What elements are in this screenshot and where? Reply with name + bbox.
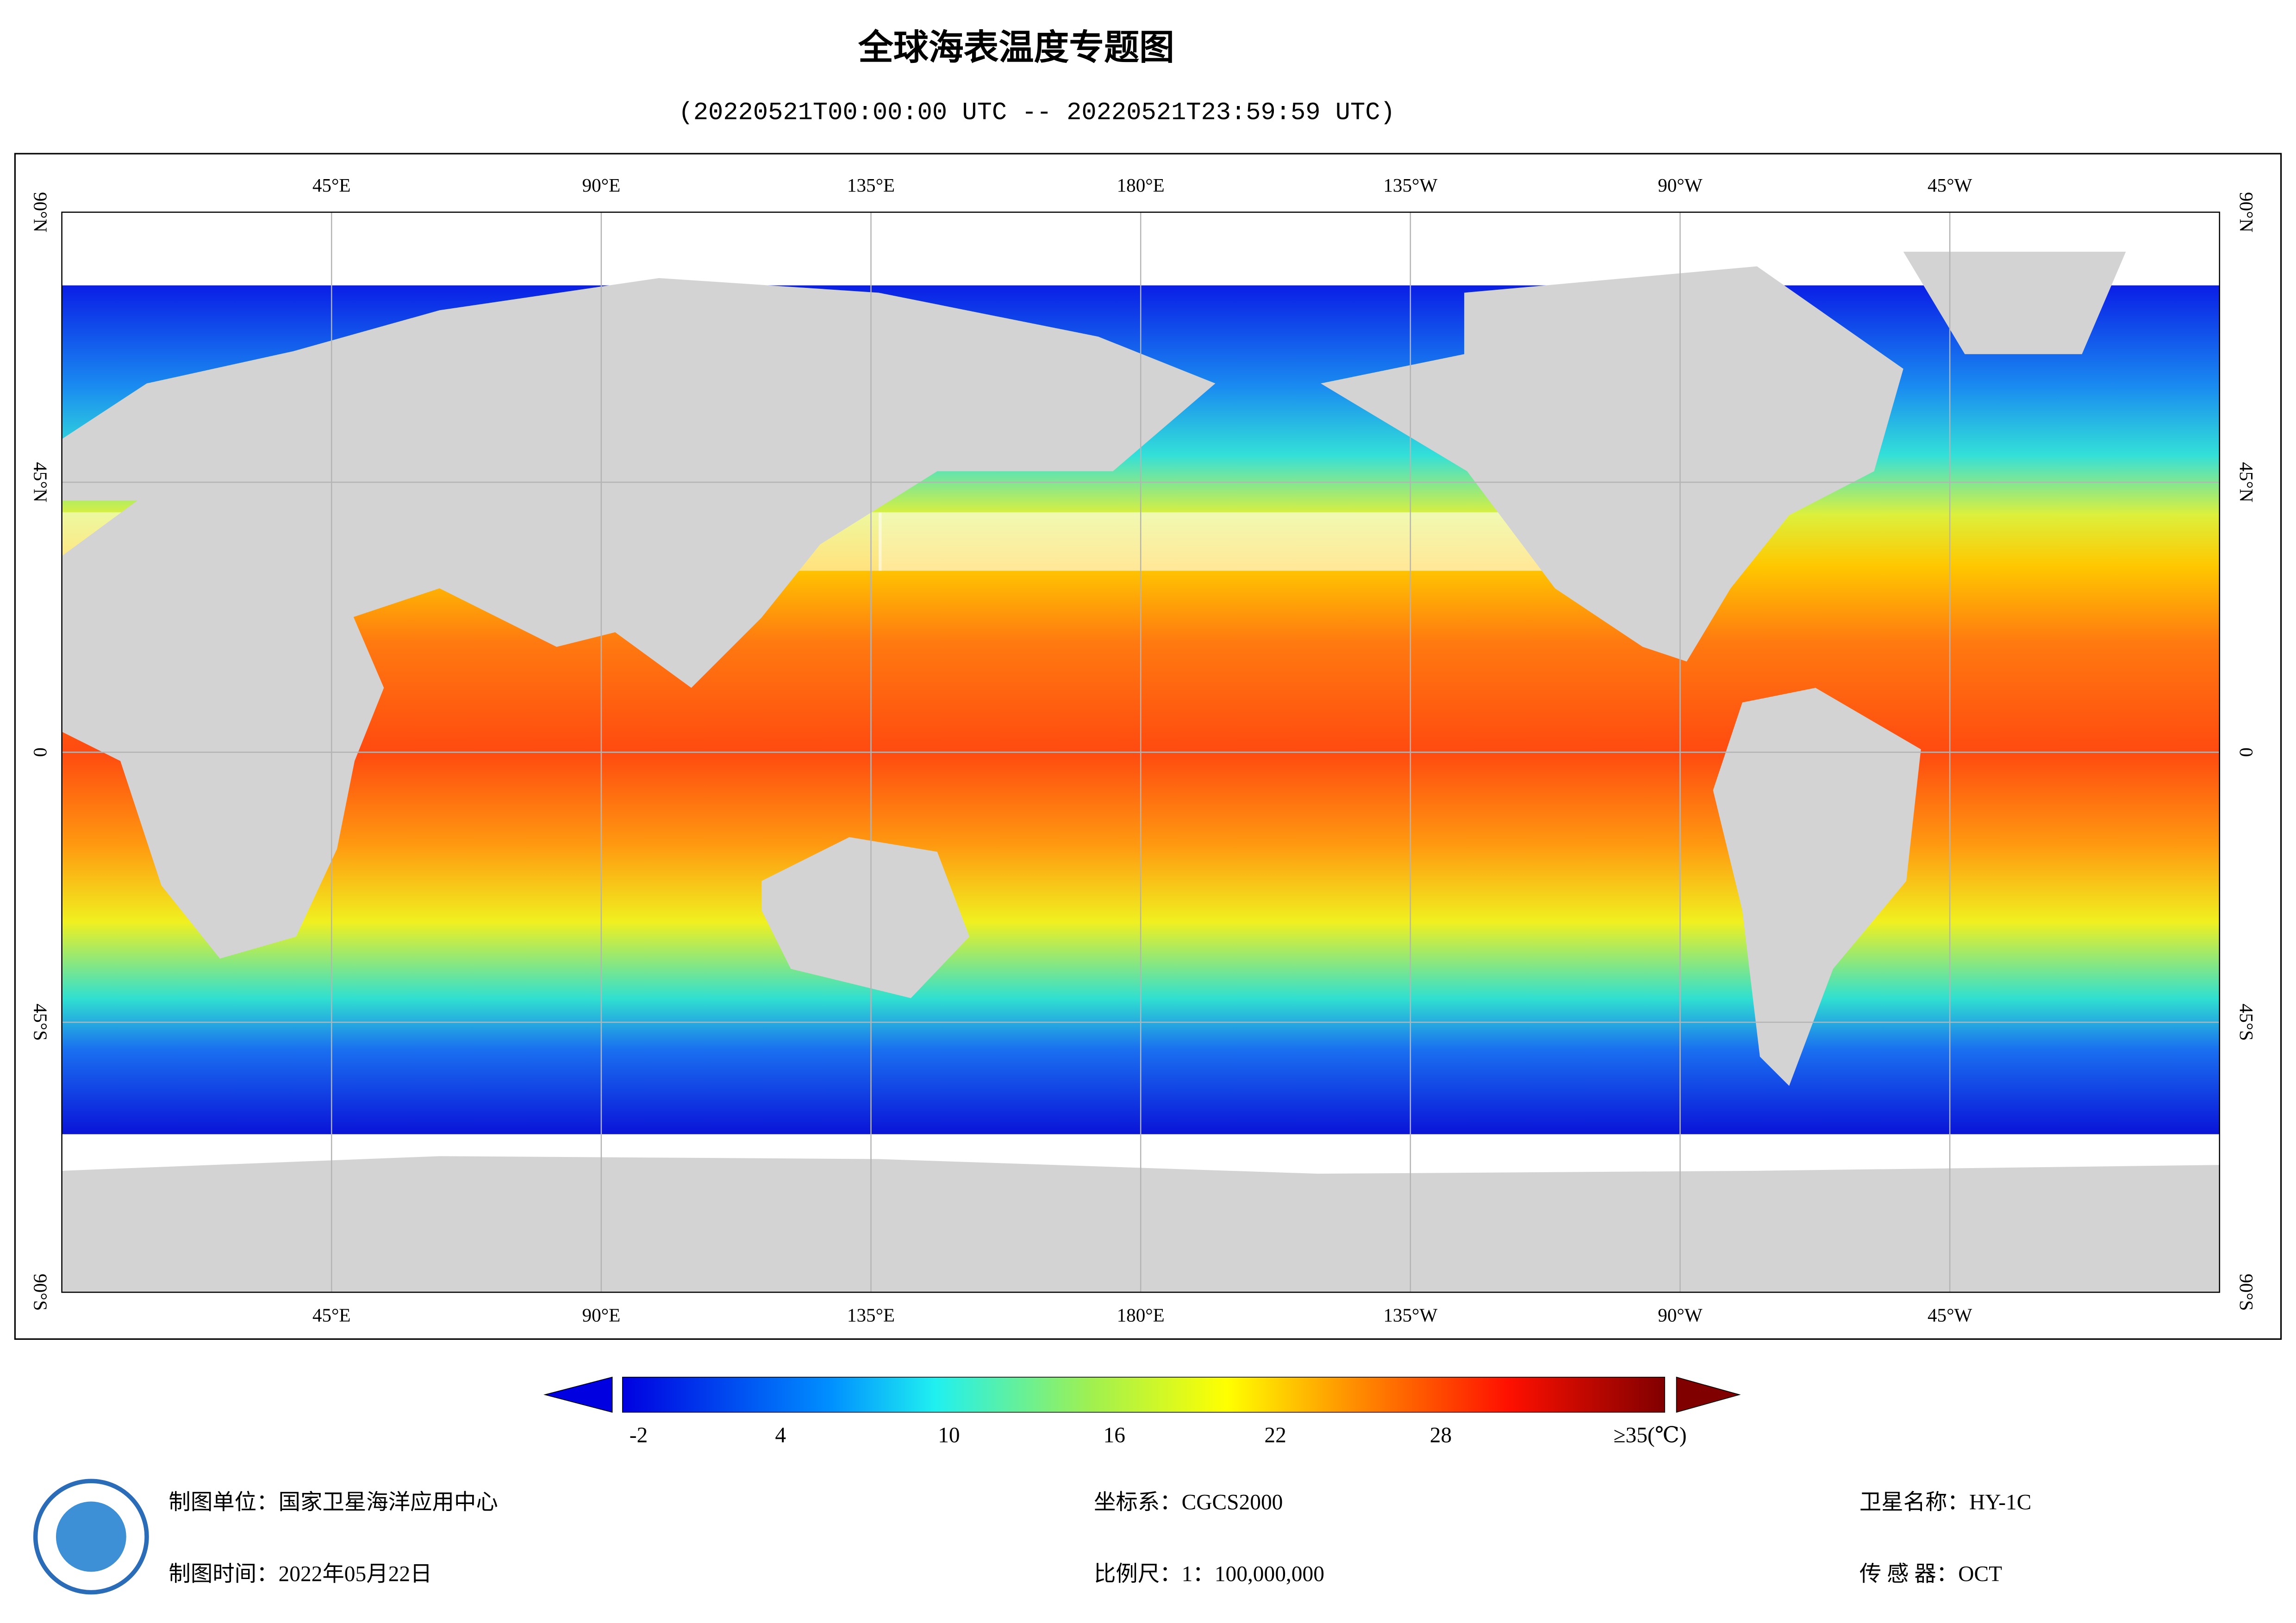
land: [1321, 266, 1903, 662]
lat-label-right: 45°N: [2236, 462, 2257, 502]
lon-label-top: 45°W: [1928, 174, 1972, 196]
lon-label-bottom: 45°W: [1928, 1305, 1972, 1326]
lon-label-bottom: 135°E: [847, 1305, 895, 1326]
lon-label-top: 135°W: [1383, 174, 1437, 196]
lon-label-bottom: 90°W: [1658, 1305, 1703, 1326]
colorbar-label: 16: [1104, 1423, 1125, 1447]
lon-label-top: 45°E: [312, 174, 351, 196]
colorbar-label: 4: [775, 1423, 786, 1447]
lat-label-left: 45°N: [30, 462, 51, 502]
lon-label-top: 90°W: [1658, 174, 1703, 196]
lon-label-bottom: 45°E: [312, 1305, 351, 1326]
colorbar-max-arrow: [1676, 1376, 1741, 1413]
lon-label-top: 90°E: [582, 174, 621, 196]
colorbar-label: ≥35(℃): [1614, 1423, 1687, 1447]
colorbar-label: 10: [938, 1423, 960, 1447]
lat-label-right: 90°N: [2236, 192, 2257, 232]
lat-label-right: 90°S: [2236, 1274, 2257, 1311]
land: [1903, 251, 2126, 354]
colorbar-labels: -2 4 10 16 22 28 ≥35(℃): [630, 1423, 1687, 1447]
crs: 坐标系：CGCS2000: [1094, 1491, 1283, 1515]
lon-label-top: 135°E: [847, 174, 895, 196]
lat-label-right: 0: [2236, 747, 2257, 757]
subtitle: (20220521T00:00:00 UTC -- 20220521T23:59…: [679, 99, 1395, 127]
map: 45°E 45°E 90°E 90°E 135°E 135°E 180°E 180°E 135°…: [30, 174, 2258, 1325]
colorbar-label: 28: [1430, 1423, 1452, 1447]
land: [761, 837, 970, 998]
colorbar-label: 22: [1264, 1423, 1286, 1447]
date: 制图时间：2022年05月22日: [168, 1562, 432, 1586]
logo: [33, 1479, 149, 1595]
satellite: 卫星名称：HY-1C: [1859, 1491, 2031, 1515]
map-border: [61, 211, 2221, 1293]
title: 全球海表温度专题图: [858, 27, 1174, 68]
colorbar: [622, 1376, 1666, 1413]
lon-label-bottom: 180°E: [1117, 1305, 1165, 1326]
lon-label-bottom: 90°E: [582, 1305, 621, 1326]
lon-label-bottom: 135°W: [1383, 1305, 1437, 1326]
cloud-gap: [879, 512, 1611, 571]
map-frame: [14, 153, 2282, 1340]
lat-label-left: 90°N: [30, 192, 51, 232]
land: [62, 278, 1216, 688]
logo-globe: [56, 1501, 126, 1572]
graticule: 45°E 45°E 90°E 90°E 135°E 135°E 180°E 180°E 135°…: [30, 174, 2258, 1325]
producer: 制图单位：国家卫星海洋应用中心: [168, 1491, 498, 1515]
land: [62, 483, 384, 959]
colorbar-min-arrow: [543, 1376, 613, 1413]
scale: 比例尺：1：100,000,000: [1094, 1562, 1324, 1586]
lon-label-top: 180°E: [1117, 174, 1165, 196]
lat-label-right: 45°S: [2236, 1004, 2257, 1041]
lat-label-left: 90°S: [30, 1274, 51, 1311]
sensor: 传 感 器：OCT: [1859, 1562, 2002, 1586]
lat-label-left: 0: [30, 747, 51, 757]
colorbar-label: -2: [630, 1423, 648, 1447]
land: [1713, 688, 1921, 1086]
lat-label-left: 45°S: [30, 1004, 51, 1041]
